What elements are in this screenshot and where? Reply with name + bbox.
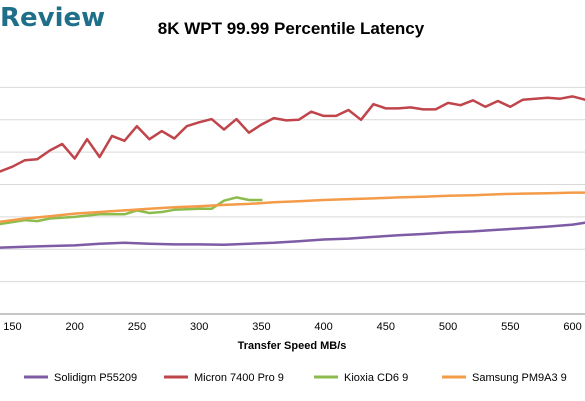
- series-line-0: [0, 221, 585, 249]
- chart-title: 8K WPT 99.99 Percentile Latency: [158, 19, 425, 38]
- chart-series: [0, 95, 585, 249]
- series-line-3: [0, 191, 585, 223]
- x-tick-label: 550: [501, 321, 519, 333]
- x-tick-label: 250: [128, 321, 146, 333]
- series-line-2: [0, 196, 263, 226]
- x-tick-label: 200: [66, 321, 84, 333]
- x-tick-label: 450: [377, 321, 395, 333]
- x-tick-label: 300: [190, 321, 208, 333]
- x-axis-ticks: 150 200 250 300 350 400 450 500 550 600: [3, 321, 581, 333]
- x-axis-label: Transfer Speed MB/s: [238, 340, 347, 352]
- legend-label: Samsung PM9A3 9: [472, 372, 567, 384]
- legend-label: Kioxia CD6 9: [344, 372, 408, 384]
- x-tick-label: 400: [314, 321, 332, 333]
- x-tick-label: 150: [3, 321, 21, 333]
- brand-logo: Review: [0, 3, 105, 33]
- chart-legend: Solidigm P55209 Micron 7400 Pro 9 Kioxia C…: [24, 372, 567, 384]
- x-tick-label: 600: [563, 321, 581, 333]
- series-line-1: [0, 95, 585, 173]
- legend-label: Solidigm P55209: [54, 372, 137, 384]
- x-tick-label: 350: [252, 321, 270, 333]
- legend-label: Micron 7400 Pro 9: [194, 372, 284, 384]
- x-tick-label: 500: [439, 321, 457, 333]
